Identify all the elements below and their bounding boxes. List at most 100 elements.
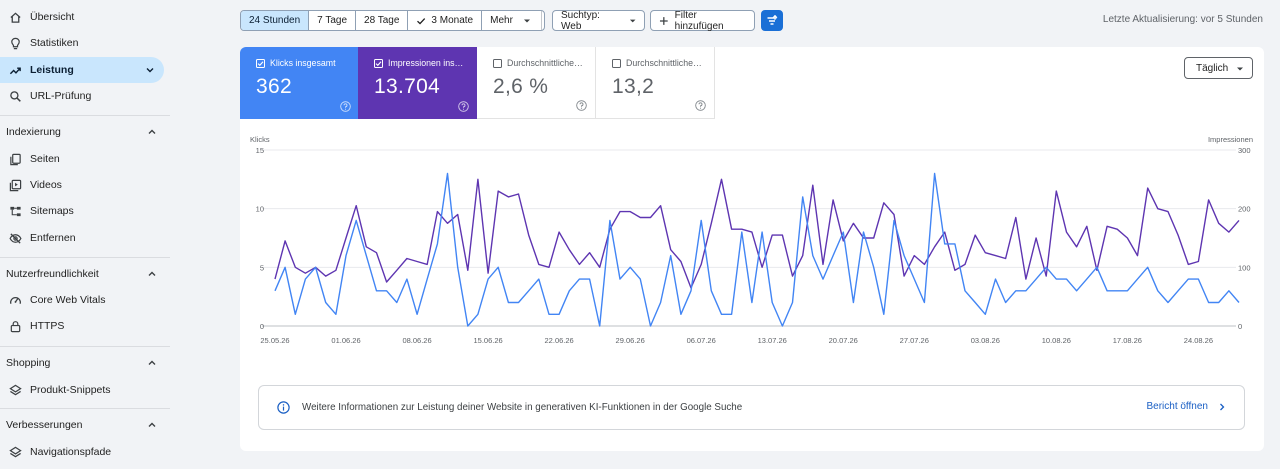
search-type-dropdown[interactable]: Suchtyp: Web	[552, 10, 645, 32]
sidebar: Übersicht Statistiken Leistung URL-Prüfu…	[0, 0, 174, 469]
open-report-link[interactable]: Bericht öffnen	[1146, 401, 1226, 412]
last-update-text: Letzte Aktualisierung: vor 5 Stunden	[1102, 14, 1263, 25]
x-tick-label: 10.08.26	[1042, 336, 1071, 345]
sidebar-section-indexierung[interactable]: Indexierung	[0, 119, 164, 145]
check-icon	[417, 17, 426, 25]
left-tick-label: 15	[256, 146, 264, 155]
toolbar-divider	[541, 11, 542, 30]
right-tick-label: 300	[1238, 146, 1251, 155]
sidebar-item-uebersicht[interactable]: Übersicht	[0, 4, 164, 30]
date-range-selector: 24 Stunden 7 Tage 28 Tage 3 Monate Mehr	[240, 10, 545, 31]
sidebar-section-shopping[interactable]: Shopping	[0, 350, 164, 376]
section-title: Verbesserungen	[6, 419, 83, 431]
metric-clicks-tile[interactable]: Klicks insgesamt 362	[240, 47, 359, 119]
sidebar-item-label: Entfernen	[30, 232, 76, 244]
checkbox-unchecked-icon[interactable]	[612, 58, 621, 68]
dropdown-arrow-icon	[523, 19, 530, 22]
sidebar-item-leistung[interactable]: Leistung	[0, 57, 164, 83]
video-icon	[8, 178, 22, 192]
sidebar-item-navigationspfade[interactable]: Navigationspfade	[0, 439, 164, 465]
bulb-icon	[8, 36, 22, 50]
x-tick-label: 08.06.26	[402, 336, 431, 345]
sidebar-item-seiten[interactable]: Seiten	[0, 146, 164, 172]
x-tick-label: 29.06.26	[616, 336, 645, 345]
metric-ctr-tile[interactable]: Durchschnittliche… 2,6 %	[477, 47, 596, 119]
metric-value: 13,2	[612, 75, 655, 98]
range-more-dropdown[interactable]: Mehr	[482, 11, 544, 30]
impressions-series-line	[274, 178, 1240, 289]
sidebar-item-label: Navigationspfade	[30, 446, 112, 458]
x-tick-label: 22.06.26	[545, 336, 574, 345]
sidebar-item-label: HTTPS	[30, 320, 65, 332]
sidebar-item-label: Seiten	[30, 153, 60, 165]
metric-value: 13.704	[374, 75, 441, 98]
help-icon[interactable]	[458, 101, 469, 112]
dropdown-arrow-icon	[629, 19, 636, 22]
range-24h-button[interactable]: 24 Stunden	[241, 11, 310, 30]
metric-position-tile[interactable]: Durchschnittliche… 13,2	[596, 47, 715, 119]
filter-settings-button[interactable]	[761, 10, 783, 31]
sidebar-section-nutzerfreundlichkeit[interactable]: Nutzerfreundlichkeit	[0, 261, 164, 287]
x-tick-label: 20.07.26	[829, 336, 858, 345]
info-icon	[277, 401, 290, 414]
sidebar-item-label: URL-Prüfung	[30, 90, 92, 102]
sidebar-divider	[0, 115, 170, 116]
metric-impressions-tile[interactable]: Impressionen ins… 13.704	[358, 47, 477, 119]
left-tick-label: 10	[256, 205, 264, 214]
sidebar-item-sitemaps[interactable]: Sitemaps	[0, 198, 164, 224]
help-icon[interactable]	[576, 100, 587, 111]
chart-ticks: 15 300 10 200 5 100 0 0 25.05.26 01.06.26 08.06.26…	[256, 146, 1251, 345]
granularity-dropdown[interactable]: Täglich	[1184, 57, 1253, 79]
range-3m-button[interactable]: 3 Monate	[408, 11, 483, 30]
x-tick-label: 03.08.26	[971, 336, 1000, 345]
checkbox-checked-icon[interactable]	[374, 58, 383, 68]
lock-icon	[8, 319, 22, 333]
sidebar-item-core-web-vitals[interactable]: Core Web Vitals	[0, 287, 164, 313]
clicks-series-line	[274, 172, 1240, 327]
trending-up-icon	[8, 63, 22, 77]
chart-series	[274, 172, 1240, 327]
sidebar-item-videos[interactable]: Videos	[0, 172, 164, 198]
sidebar-item-statistiken[interactable]: Statistiken	[0, 30, 164, 56]
help-icon[interactable]	[340, 101, 351, 112]
metric-label: Durchschnittliche…	[507, 58, 583, 68]
metric-label: Klicks insgesamt	[270, 58, 336, 68]
sidebar-item-url-pruefung[interactable]: URL-Prüfung	[0, 83, 164, 109]
home-icon	[8, 10, 22, 24]
sidebar-item-label: Übersicht	[30, 11, 75, 23]
left-tick-label: 0	[260, 322, 264, 331]
section-title: Indexierung	[6, 126, 61, 138]
plus-icon	[659, 16, 668, 25]
sidebar-item-label: Sitemaps	[30, 205, 74, 217]
performance-card: Klicks insgesamt 362 Impressionen ins… 1…	[240, 47, 1264, 451]
range-7d-button[interactable]: 7 Tage	[309, 11, 357, 30]
chevron-down-icon[interactable]	[144, 64, 156, 76]
performance-chart: Klicks Impressionen 15 300 10 200 5 100 0 0 25.0…	[250, 135, 1253, 345]
sidebar-divider	[0, 257, 170, 258]
x-tick-label: 13.07.26	[758, 336, 787, 345]
sidebar-section-verbesserungen[interactable]: Verbesserungen	[0, 412, 164, 438]
ai-features-info-banner: Weitere Informationen zur Leistung deine…	[258, 385, 1245, 430]
range-28d-button[interactable]: 28 Tage	[356, 11, 409, 30]
chevron-right-icon	[1220, 403, 1225, 410]
chevron-up-icon	[148, 129, 156, 134]
checkbox-unchecked-icon[interactable]	[493, 58, 502, 68]
add-filter-button[interactable]: Filter hinzufügen	[650, 10, 755, 32]
help-icon[interactable]	[695, 100, 706, 111]
sidebar-item-label: Produkt-Snippets	[30, 384, 111, 396]
right-axis-label: Impressionen	[1208, 135, 1253, 144]
checkbox-checked-icon[interactable]	[256, 58, 265, 68]
right-tick-label: 0	[1238, 322, 1242, 331]
sitemap-icon	[8, 204, 22, 218]
speed-icon	[8, 293, 22, 307]
layers-icon	[8, 445, 22, 459]
sidebar-item-https[interactable]: HTTPS	[0, 313, 164, 339]
metric-value: 362	[256, 75, 292, 98]
chevron-up-icon	[148, 360, 156, 365]
left-axis-label: Klicks	[250, 135, 270, 144]
sidebar-item-produkt-snippets[interactable]: Produkt-Snippets	[0, 377, 164, 403]
metric-label: Impressionen ins…	[388, 58, 464, 68]
right-tick-label: 100	[1238, 263, 1251, 272]
pages-icon	[8, 152, 22, 166]
sidebar-item-entfernen[interactable]: Entfernen	[0, 225, 164, 251]
